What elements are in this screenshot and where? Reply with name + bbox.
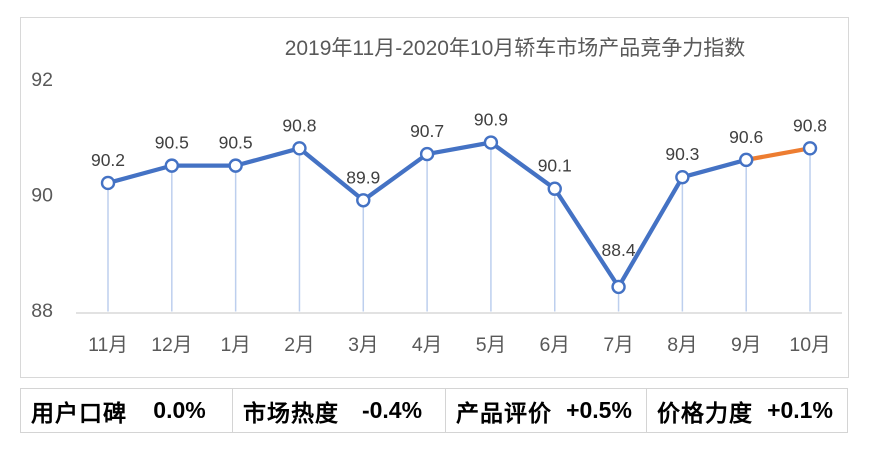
data-point-marker	[164, 158, 180, 173]
svg-text:90.2: 90.2	[91, 150, 125, 170]
svg-text:4月: 4月	[412, 334, 442, 356]
data-point-marker	[675, 169, 690, 185]
data-point-marker	[228, 158, 243, 173]
metric-label: 产品评价	[456, 399, 552, 426]
data-point-marker	[802, 141, 818, 156]
svg-text:89.9: 89.9	[346, 167, 380, 187]
svg-text:9月: 9月	[731, 334, 761, 356]
svg-text:88: 88	[31, 300, 53, 322]
data-point-marker	[356, 193, 371, 208]
data-point-marker	[292, 141, 307, 156]
data-point-marker	[100, 175, 116, 191]
metric-label: 用户口碑	[31, 399, 127, 426]
x-axis-labels: 11月 12月 1月 2月 3月 4月 5月 6月 7月 8月 9月 10月	[88, 334, 830, 356]
metric-cell-product-rating: 产品评价 +0.5%	[446, 389, 647, 432]
svg-text:90: 90	[31, 185, 53, 207]
svg-text:10月: 10月	[789, 334, 830, 356]
svg-text:90.1: 90.1	[538, 156, 572, 176]
line-chart: 90.2 90.5 90.5 90.8 89.9 90.7 90.9 90.1 88.4 90.3…	[31, 69, 842, 356]
svg-text:12月: 12月	[151, 334, 192, 356]
data-point-marker	[739, 152, 754, 168]
metric-label: 市场热度	[243, 399, 339, 426]
svg-text:90.6: 90.6	[729, 127, 763, 147]
metric-value: -0.4%	[361, 397, 423, 423]
data-point-marker	[483, 135, 499, 150]
svg-text:90.8: 90.8	[282, 115, 316, 135]
svg-text:11月: 11月	[88, 334, 128, 356]
svg-text:3月: 3月	[348, 334, 378, 356]
svg-text:2月: 2月	[284, 334, 314, 356]
svg-text:90.9: 90.9	[474, 110, 508, 130]
svg-text:7月: 7月	[603, 334, 633, 356]
chart-card	[20, 17, 849, 378]
metric-label: 价格力度	[657, 399, 753, 426]
metric-value: 0.0%	[153, 397, 206, 423]
y-axis-labels: 88 90 92	[31, 69, 53, 322]
svg-text:92: 92	[31, 69, 53, 91]
svg-text:90.7: 90.7	[410, 121, 444, 141]
svg-text:1月: 1月	[220, 334, 250, 356]
metric-cell-user-reputation: 用户口碑 0.0%	[21, 389, 233, 432]
metric-cell-price-strength: 价格力度 +0.1%	[647, 389, 847, 432]
chart-title: 2019年11月-2020年10月轿车市场产品竞争力指数	[284, 37, 746, 60]
data-point-marker	[611, 279, 626, 295]
svg-text:90.3: 90.3	[665, 144, 699, 164]
svg-text:90.8: 90.8	[793, 115, 827, 135]
svg-text:5月: 5月	[476, 334, 506, 356]
data-point-marker	[547, 181, 562, 196]
svg-text:90.5: 90.5	[155, 133, 189, 153]
data-labels: 90.2 90.5 90.5 90.8 89.9 90.7 90.9 90.1 88.4 90.3…	[91, 110, 827, 260]
svg-text:90.5: 90.5	[219, 133, 253, 153]
markers	[100, 135, 818, 295]
series-line-highlight	[744, 146, 813, 162]
metric-value: +0.5%	[566, 397, 632, 423]
metric-value: +0.1%	[767, 397, 833, 423]
data-point-marker	[419, 146, 435, 162]
metric-cell-market-heat: 市场热度 -0.4%	[233, 389, 446, 432]
svg-text:88.4: 88.4	[602, 240, 636, 260]
svg-text:8月: 8月	[667, 334, 697, 356]
svg-text:6月: 6月	[540, 334, 570, 356]
drop-lines	[107, 142, 811, 312]
footer-metrics-table: 用户口碑 0.0% 市场热度 -0.4% 产品评价 +0.5% 价格力度 +0.…	[20, 388, 848, 433]
